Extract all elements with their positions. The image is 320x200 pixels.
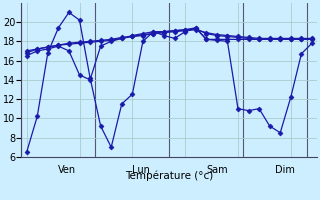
X-axis label: Température (°c): Température (°c)	[125, 171, 213, 181]
Text: Sam: Sam	[206, 165, 228, 175]
Text: Lun: Lun	[132, 165, 150, 175]
Text: Ven: Ven	[58, 165, 76, 175]
Text: Dim: Dim	[275, 165, 295, 175]
